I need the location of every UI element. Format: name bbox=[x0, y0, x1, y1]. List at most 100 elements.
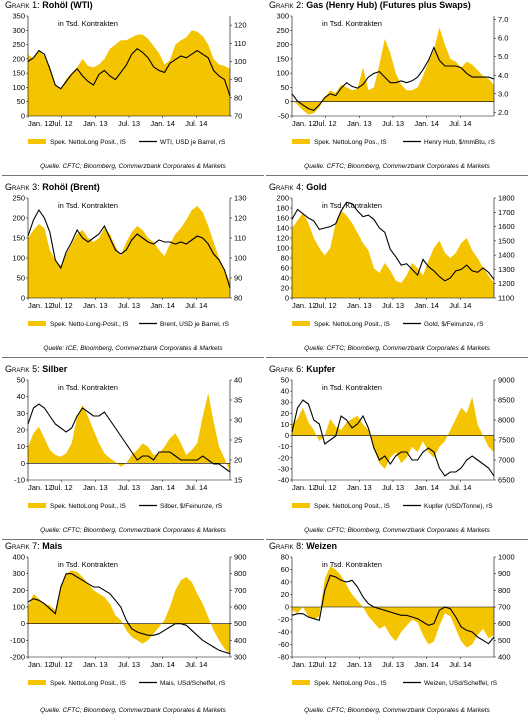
x-tick-label: Jan. 13 bbox=[347, 660, 372, 669]
chart-title: Grafik 1: Rohöl (WTI) bbox=[5, 0, 93, 10]
chart-title: Grafik 7: Mais bbox=[5, 541, 62, 551]
y-tick-label-right: 4.0 bbox=[498, 71, 508, 80]
legend-label-line: Mais, USd/Scheffel, rS bbox=[160, 680, 226, 687]
y-tick-label-right: 80 bbox=[234, 294, 242, 303]
y-tick-label-right: 600 bbox=[234, 603, 247, 612]
y-tick-label-right: 6500 bbox=[498, 476, 515, 485]
legend-swatch-area bbox=[28, 680, 46, 685]
x-tick-label: Jul. 14 bbox=[449, 119, 471, 128]
y-tick-label-right: 700 bbox=[234, 586, 247, 595]
y-tick-label-left: 250 bbox=[12, 194, 25, 203]
y-tick-label-right: 1400 bbox=[498, 251, 515, 260]
y-tick-label-left: -100 bbox=[10, 636, 25, 645]
chart-name: Rohöl (Brent) bbox=[42, 182, 100, 192]
area-series bbox=[292, 396, 494, 469]
x-tick-label: Jul. 14 bbox=[185, 660, 207, 669]
x-tick-label: Jan. 12 bbox=[28, 660, 53, 669]
y-tick-label-left: -30 bbox=[278, 464, 289, 473]
chart-source: Quelle: CFTC; Bloomberg, Commerzbank Cor… bbox=[304, 163, 490, 170]
divider bbox=[2, 539, 264, 540]
x-tick-label: Jul. 13 bbox=[118, 483, 140, 492]
y-tick-label-right: 7500 bbox=[498, 436, 515, 445]
y-tick-label-left: -10 bbox=[278, 442, 289, 451]
y-tick-label-right: 30 bbox=[234, 416, 242, 425]
in-chart-label: in Tsd. Kontrakten bbox=[58, 383, 118, 392]
y-tick-label-left: 20 bbox=[281, 590, 289, 599]
x-tick-label: Jan. 14 bbox=[150, 301, 175, 310]
x-tick-label: Jul. 13 bbox=[118, 119, 140, 128]
chart-name: Weizen bbox=[306, 541, 338, 551]
y-tick-label-left: 80 bbox=[281, 553, 289, 562]
legend-label-area: Spek. NettoLong Posit., lS bbox=[50, 503, 127, 510]
y-tick-label-right: 800 bbox=[234, 569, 247, 578]
legend-swatch-area bbox=[292, 321, 310, 326]
y-tick-label-right: 400 bbox=[498, 653, 511, 662]
divider bbox=[266, 539, 528, 540]
line-series bbox=[27, 208, 231, 289]
y-tick-label-left: 40 bbox=[17, 392, 25, 401]
legend-swatch-area bbox=[292, 503, 310, 508]
in-chart-label: in Tsd. Kontrakten bbox=[58, 201, 118, 210]
area-series bbox=[292, 210, 494, 298]
divider bbox=[2, 175, 264, 176]
x-tick-label: Jan. 13 bbox=[83, 301, 108, 310]
legend-label-area: Spek. NettoLong Pos., lS bbox=[314, 139, 387, 146]
y-tick-label-left: 60 bbox=[281, 565, 289, 574]
x-tick-label: Jan. 13 bbox=[347, 301, 372, 310]
y-tick-label-right: 100 bbox=[234, 57, 247, 66]
area-series bbox=[28, 206, 230, 298]
y-tick-label-right: 1300 bbox=[498, 265, 515, 274]
y-tick-label-left: 30 bbox=[281, 398, 289, 407]
y-tick-label-left: 20 bbox=[17, 426, 25, 435]
chart-source: Quelle: CFTC; Bloomberg, Commerzbank Cor… bbox=[40, 527, 226, 534]
in-chart-label: in Tsd. Kontrakten bbox=[322, 383, 382, 392]
y-tick-label-right: 25 bbox=[234, 436, 242, 445]
x-tick-label: Jan. 12 bbox=[28, 301, 53, 310]
y-tick-label-right: 3.0 bbox=[498, 89, 508, 98]
chart-number: Grafik 3: bbox=[5, 182, 40, 192]
y-tick-label-left: -200 bbox=[10, 653, 25, 662]
y-tick-label-right: 110 bbox=[234, 39, 246, 48]
y-tick-label-left: -60 bbox=[278, 640, 289, 649]
y-tick-label-left: 300 bbox=[276, 12, 289, 21]
y-tick-label-left: 0 bbox=[285, 294, 289, 303]
y-tick-label-right: 300 bbox=[234, 653, 247, 662]
line-series bbox=[291, 46, 495, 112]
y-tick-label-right: 1200 bbox=[498, 279, 515, 288]
x-tick-label: Jan. 13 bbox=[347, 483, 372, 492]
x-tick-label: Jan. 13 bbox=[83, 119, 108, 128]
chart-source: Quelle: CFTC; Bloomberg, Commerzbank Cor… bbox=[304, 527, 490, 534]
x-tick-label: Jan. 12 bbox=[28, 119, 53, 128]
x-tick-label: Jan. 14 bbox=[414, 119, 439, 128]
legend-label-area: Spek. NettoLong Posit., lS bbox=[314, 503, 391, 510]
line-series bbox=[27, 47, 231, 97]
chart-panel-7: Grafik 7: Mais -200 -100 0 100 200 300 400 300 4… bbox=[2, 541, 264, 721]
legend-label-area: Spek. Netto-Long-Posit., lS bbox=[50, 321, 129, 328]
legend-swatch-area bbox=[28, 139, 46, 144]
legend-label-line: WTI, USD je Barrel, rS bbox=[160, 139, 226, 146]
legend-swatch-area bbox=[292, 139, 310, 144]
legend-label-line: Henry Hub, $/mmBtu, rS bbox=[424, 139, 495, 146]
y-tick-label-left: 350 bbox=[12, 12, 25, 21]
legend-swatch-area bbox=[28, 503, 46, 508]
x-tick-label: Jul. 12 bbox=[315, 483, 337, 492]
y-tick-label-left: 200 bbox=[276, 40, 289, 49]
chart-number: Grafik 2: bbox=[269, 0, 304, 10]
chart-number: Grafik 7: bbox=[5, 541, 40, 551]
y-tick-label-left: 80 bbox=[281, 254, 289, 263]
y-tick-label-left: 150 bbox=[12, 69, 25, 78]
legend-label-line: Silber, $/Feinunze, rS bbox=[160, 503, 223, 510]
y-tick-label-right: 130 bbox=[234, 194, 247, 203]
area-series bbox=[28, 393, 230, 472]
chart-source: Quelle: CFTC; Bloomberg, Commerzbank Cor… bbox=[40, 707, 226, 714]
y-tick-label-left: 0 bbox=[21, 459, 25, 468]
y-tick-label-left: 0 bbox=[21, 112, 25, 121]
y-tick-label-right: 900 bbox=[234, 553, 247, 562]
x-tick-label: Jan. 12 bbox=[292, 483, 317, 492]
y-tick-label-left: 20 bbox=[281, 409, 289, 418]
y-tick-label-left: 50 bbox=[17, 97, 25, 106]
y-tick-label-right: 70 bbox=[234, 112, 242, 121]
chart-title: Grafik 4: Gold bbox=[269, 182, 327, 192]
x-tick-label: Jul. 12 bbox=[51, 301, 73, 310]
y-tick-label-left: 100 bbox=[12, 603, 25, 612]
